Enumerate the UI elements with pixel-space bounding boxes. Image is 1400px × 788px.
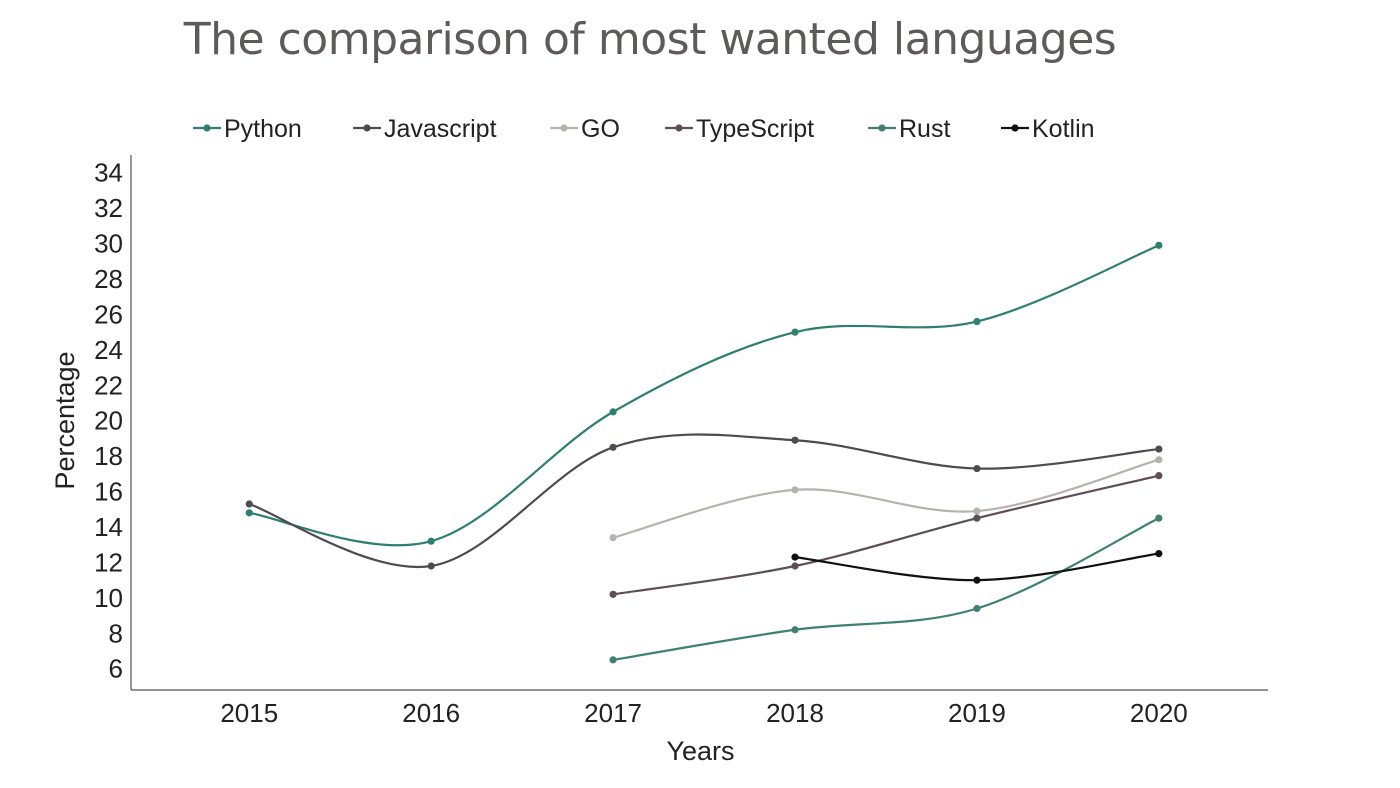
series-line-rust	[611, 517, 1160, 661]
data-point-python	[427, 537, 435, 545]
data-point-typescript	[609, 590, 617, 598]
chart-title: The comparison of most wanted languages	[183, 14, 1117, 65]
data-point-kotlin	[1155, 549, 1163, 558]
y-axis-ticks: 6 8 10 12 14 16 18 20 22 24 26 28 30 32 34	[94, 158, 123, 684]
series-go	[609, 456, 1163, 542]
data-point-python	[1155, 241, 1163, 249]
y-tick-label: 22	[94, 370, 123, 400]
series-rust	[609, 514, 1163, 664]
series-kotlin	[791, 549, 1163, 584]
legend-item-python[interactable]: Python	[193, 115, 302, 143]
x-tick-label: 2015	[220, 698, 278, 728]
x-tick-label: 2020	[1130, 698, 1188, 728]
data-point-rust	[973, 604, 981, 613]
y-tick-label: 30	[94, 229, 123, 259]
x-axis-title: Years	[666, 736, 734, 766]
series-line-kotlin	[793, 552, 1160, 582]
data-point-python	[245, 509, 253, 517]
data-point-javascript	[245, 500, 253, 508]
legend-label-typescript: TypeScript	[696, 115, 814, 143]
legend-item-rust[interactable]: Rust	[868, 115, 950, 143]
data-point-go	[973, 507, 981, 515]
y-axis-title: Percentage	[50, 351, 80, 489]
legend: Python Javascript GO TypeScript Rust Kotlin	[193, 115, 1095, 143]
y-tick-label: 8	[109, 618, 123, 648]
data-point-javascript	[1155, 445, 1163, 453]
y-tick-label: 16	[94, 477, 123, 507]
data-point-javascript	[427, 562, 435, 570]
data-point-kotlin	[973, 576, 981, 584]
legend-label-javascript: Javascript	[384, 115, 497, 143]
legend-marker-python	[203, 124, 211, 132]
y-tick-label: 10	[94, 583, 123, 613]
data-point-javascript	[973, 464, 981, 473]
series-line-javascript	[248, 433, 1160, 569]
data-point-python	[973, 317, 981, 326]
x-tick-label: 2018	[766, 698, 824, 728]
legend-marker-go	[560, 124, 568, 132]
x-axis-ticks: 2015 2016 2017 2018 2019 2020	[220, 698, 1187, 728]
series-line-typescript	[611, 474, 1160, 596]
data-point-javascript	[791, 436, 799, 444]
legend-label-go: GO	[581, 115, 620, 143]
data-point-rust	[791, 626, 799, 634]
y-tick-label: 14	[94, 512, 123, 542]
y-tick-label: 26	[94, 299, 123, 329]
legend-marker-typescript	[675, 124, 683, 132]
series-group	[245, 241, 1163, 664]
series-javascript	[245, 433, 1163, 570]
legend-item-go[interactable]: GO	[550, 115, 620, 143]
x-tick-label: 2019	[948, 698, 1006, 728]
data-point-typescript	[973, 514, 981, 522]
data-point-kotlin	[791, 553, 799, 561]
data-point-rust	[1155, 514, 1163, 522]
x-tick-label: 2017	[584, 698, 642, 728]
legend-marker-javascript	[363, 124, 371, 132]
legend-label-rust: Rust	[899, 115, 950, 143]
series-typescript	[609, 472, 1163, 598]
data-point-go	[791, 486, 799, 494]
data-point-python	[609, 408, 617, 416]
y-tick-label: 18	[94, 441, 123, 471]
legend-item-typescript[interactable]: TypeScript	[665, 115, 814, 143]
legend-label-python: Python	[224, 115, 302, 143]
data-point-go	[609, 534, 617, 542]
x-tick-label: 2016	[402, 698, 460, 728]
data-point-rust	[609, 656, 617, 664]
y-tick-label: 12	[94, 547, 123, 577]
y-tick-label: 34	[94, 158, 123, 188]
legend-marker-rust	[878, 124, 886, 132]
legend-label-kotlin: Kotlin	[1032, 115, 1095, 143]
data-point-go	[1155, 456, 1163, 464]
series-python	[245, 241, 1163, 547]
legend-item-kotlin[interactable]: Kotlin	[1001, 115, 1095, 143]
y-tick-label: 6	[109, 654, 123, 684]
y-tick-label: 32	[94, 193, 123, 223]
legend-marker-kotlin	[1011, 124, 1019, 132]
legend-item-javascript[interactable]: Javascript	[353, 115, 497, 143]
data-point-typescript	[1155, 472, 1163, 480]
series-line-go	[611, 458, 1160, 539]
data-point-javascript	[609, 443, 617, 451]
series-line-python	[248, 244, 1160, 547]
data-point-python	[791, 328, 799, 336]
y-tick-label: 20	[94, 406, 123, 436]
data-point-typescript	[791, 562, 799, 570]
y-tick-label: 24	[94, 335, 123, 365]
y-tick-label: 28	[94, 264, 123, 294]
